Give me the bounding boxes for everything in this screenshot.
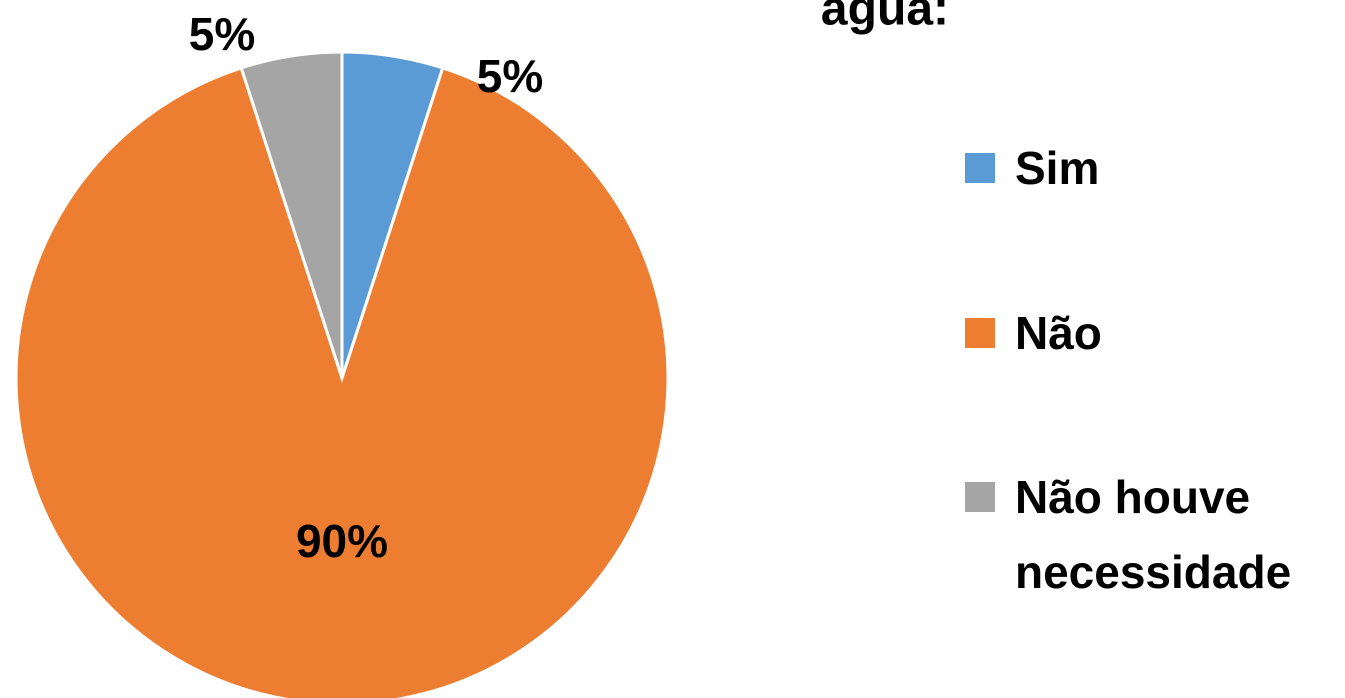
data-label: 90% [296,515,388,567]
pie-slice [239,50,344,379]
data-label: 5% [477,50,543,102]
chart-title: água: [821,0,949,36]
legend-item: Não houve necessidade [965,460,1335,610]
pie-slice [14,66,670,698]
legend-swatch [965,153,995,183]
legend-label: Sim [1015,142,1100,194]
legend-swatch [965,318,995,348]
legend-item: Não [965,296,1335,371]
legend-swatch [965,482,995,512]
legend-item: Sim [965,131,1335,206]
legend-label: Não houve necessidade [1015,471,1292,598]
legend-label: Não [1015,307,1102,359]
data-label: 5% [189,8,255,60]
